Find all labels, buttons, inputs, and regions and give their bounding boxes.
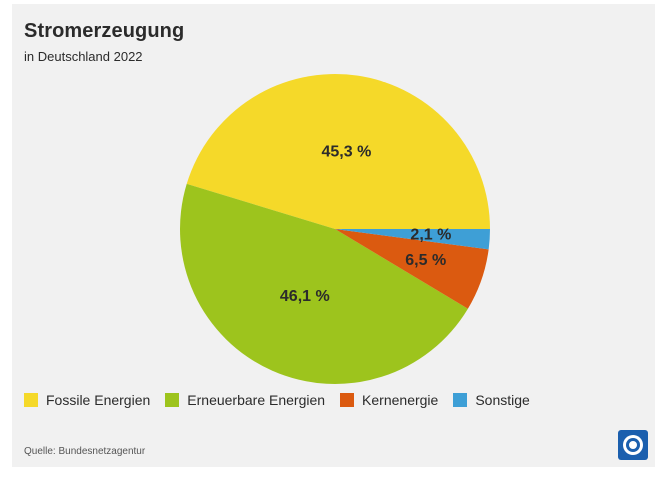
pie-slice-kernenergie — [335, 229, 489, 309]
pie-slice-erneuerbare-energien — [180, 183, 468, 384]
chart-legend: Fossile Energien Erneuerbare Energien Kern… — [24, 392, 545, 408]
legend-item-erneuerbare-energien: Erneuerbare Energien — [165, 392, 325, 408]
legend-label: Fossile Energien — [46, 392, 151, 408]
legend-label: Erneuerbare Energien — [187, 392, 326, 408]
chart-card: Stromerzeugung in Deutschland 2022 45,3 … — [12, 4, 655, 467]
legend-label: Sonstige — [475, 392, 530, 408]
source-note: Quelle: Bundesnetzagentur — [24, 446, 146, 457]
legend-item-sonstige: Sonstige — [453, 392, 530, 408]
data-label-sonstige: 2,1 % — [410, 227, 451, 244]
data-label-kernenergie: 6,5 % — [405, 252, 446, 269]
legend-swatch — [165, 393, 180, 407]
pie-slice-fossile-energien — [186, 74, 490, 229]
legend-swatch — [24, 393, 38, 407]
legend-item-fossile-energien: Fossile Energien — [24, 392, 150, 408]
legend-swatch — [340, 393, 355, 407]
legend-swatch — [453, 393, 468, 407]
data-label-erneuerbare-energien: 46,1 % — [280, 288, 330, 305]
tagesschau-logo-icon — [618, 430, 648, 460]
legend-item-kernenergie: Kernenergie — [340, 392, 438, 408]
legend-label: Kernenergie — [362, 392, 439, 408]
chart-title: Stromerzeugung — [24, 20, 185, 42]
chart-subtitle: in Deutschland 2022 — [24, 49, 143, 64]
data-label-fossile-energien: 45,3 % — [321, 144, 371, 161]
pie-slice-sonstige — [335, 229, 490, 250]
pie-chart: 45,3 % 46,1 % 6,5 % 2,1 % — [180, 74, 490, 384]
